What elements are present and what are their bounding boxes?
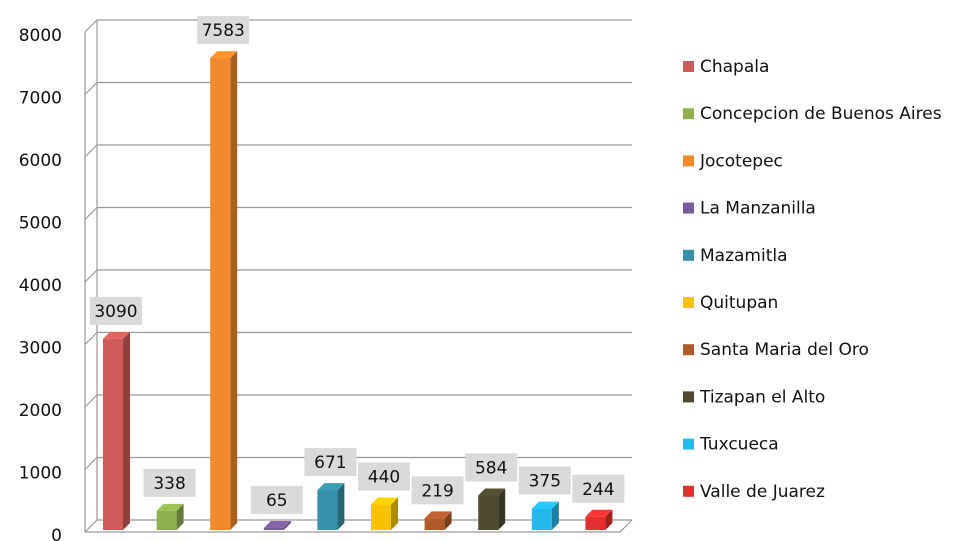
bar-top: [478, 488, 506, 496]
grid-line: [84, 206, 632, 220]
bar-top: [210, 51, 238, 59]
y-tick-label: 6000: [19, 151, 62, 171]
grid-line: [84, 331, 632, 345]
bar-side: [391, 497, 398, 530]
legend-label: Santa Maria del Oro: [700, 340, 869, 360]
y-tick-label: 1000: [19, 464, 62, 484]
legend-swatch: [683, 297, 694, 308]
bar-side: [176, 503, 184, 530]
bar-side: [123, 331, 130, 530]
legend-label: Tuxcueca: [699, 435, 779, 455]
floor: [85, 519, 633, 533]
data-label-box: [304, 448, 357, 477]
bar-top: [156, 503, 184, 511]
grid-line: [84, 394, 632, 408]
data-label-box: [90, 296, 142, 325]
data-label-box: [358, 462, 410, 491]
legend-label: Chapala: [700, 57, 769, 77]
bar-side: [498, 488, 506, 530]
y-tick-label: 8000: [19, 26, 62, 46]
legend-label: Tizapan el Alto: [699, 387, 825, 407]
legend-label: Valle de Juarez: [700, 482, 825, 502]
grid-line: [84, 81, 632, 95]
y-tick-label: 0: [51, 526, 62, 541]
data-label: 3090: [94, 302, 137, 322]
data-label-box: [518, 466, 571, 495]
bar-side: [605, 509, 613, 530]
data-label: 65: [266, 491, 288, 511]
bar: [371, 504, 391, 530]
bar: [424, 518, 445, 530]
data-label: 219: [421, 481, 453, 501]
grid-line: [84, 19, 632, 33]
data-label-box: [250, 485, 303, 514]
y-tick-label: 5000: [19, 214, 62, 234]
bar: [156, 510, 177, 530]
data-label-box: [572, 474, 625, 503]
data-label-box: [197, 16, 250, 45]
bar-top: [263, 520, 291, 528]
legend-swatch: [683, 108, 694, 120]
bar-top: [424, 511, 452, 519]
data-label-box: [411, 476, 464, 505]
bar: [210, 58, 231, 530]
bar-top: [317, 483, 345, 491]
bar-side: [283, 520, 291, 530]
legend-swatch: [683, 249, 694, 261]
bar-top: [531, 501, 559, 509]
legend-label: Quitupan: [700, 293, 778, 313]
bar-side: [551, 501, 559, 530]
y-tick-label: 2000: [19, 401, 62, 421]
data-label: 338: [153, 474, 185, 494]
bar: [478, 495, 499, 530]
y-tick-label: 7000: [19, 89, 62, 109]
grid-line: [84, 456, 632, 470]
y-tick-label: 3000: [19, 339, 62, 359]
legend-swatch: [683, 155, 694, 167]
legend-swatch: [683, 485, 694, 497]
legend-swatch: [683, 344, 694, 356]
legend-label: Jocotepec: [699, 151, 783, 171]
legend-swatch: [683, 61, 694, 72]
bar-side: [337, 483, 345, 530]
data-label-box: [465, 453, 518, 482]
y-tick-label: 4000: [19, 276, 62, 296]
data-label: 7583: [202, 21, 245, 41]
data-label: 375: [529, 472, 561, 492]
data-label: 584: [475, 459, 507, 479]
bar-side: [230, 51, 238, 530]
legend-swatch: [683, 438, 694, 450]
data-label-box: [143, 468, 196, 497]
bar-side: [444, 511, 452, 530]
legend-label: Mazamitla: [700, 246, 788, 266]
bar-top: [103, 331, 130, 339]
grid-line: [84, 519, 632, 533]
bar: [585, 516, 606, 530]
data-label: 440: [368, 468, 400, 488]
data-label: 244: [582, 480, 614, 500]
grid-line: [84, 269, 632, 283]
data-label: 671: [314, 453, 346, 473]
bar: [317, 490, 338, 530]
bar: [531, 508, 552, 530]
bar-top: [371, 497, 398, 505]
grid-line: [84, 144, 632, 158]
legend-swatch: [683, 202, 694, 214]
legend-label: Concepcion de Buenos Aires: [700, 104, 942, 124]
bar-top: [585, 509, 613, 517]
legend-swatch: [683, 391, 694, 403]
bar: [263, 527, 284, 530]
legend-label: La Manzanilla: [700, 199, 816, 219]
bar: [103, 338, 123, 530]
